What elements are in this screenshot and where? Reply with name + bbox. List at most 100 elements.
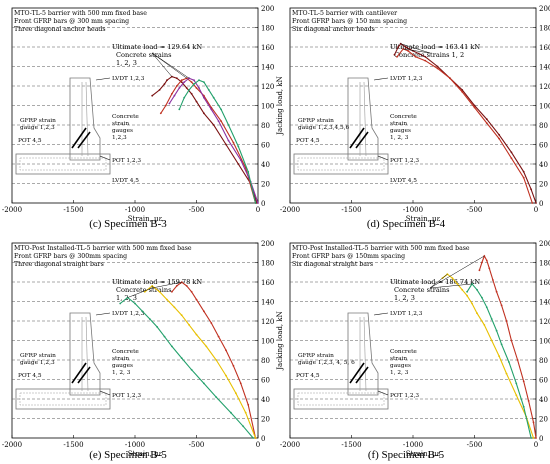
data-point (242, 425, 245, 428)
inset-label: LVDT 1,2,3 (112, 311, 145, 317)
data-point (461, 91, 464, 93)
y-tick-label: 100 (261, 338, 274, 346)
data-point (516, 359, 519, 361)
data-point (473, 106, 476, 109)
barrier-outline (69, 77, 101, 161)
data-point (185, 285, 188, 287)
y-tick-label: 120 (261, 318, 274, 326)
specimen-note: Six diagonal anchor heads (292, 26, 375, 33)
data-point (215, 359, 218, 361)
data-point (481, 261, 483, 264)
y-tick-label: 160 (261, 279, 274, 287)
inset-label: LVDT 4,5 (390, 178, 417, 184)
specimen-note: MTO-Post Installed-TL-5 barrier with 500… (14, 245, 192, 252)
y-tick-label: 160 (539, 279, 550, 287)
x-tick-label: -2000 (280, 206, 300, 214)
diagonal-anchor (349, 127, 365, 149)
slab-rebar (19, 392, 107, 406)
data-point (193, 83, 195, 85)
diagonal-anchor (355, 131, 369, 149)
data-point (471, 302, 473, 305)
data-point (498, 137, 500, 140)
annotation-leader (151, 52, 190, 79)
data-point (203, 96, 205, 99)
x-axis-label: Strain, με (406, 450, 441, 458)
panel-caption: (e) Specimen B-5 (89, 449, 167, 461)
y-axis-label: Jacking load, kN (276, 76, 284, 136)
data-point (498, 133, 500, 136)
inset-label: POT 1,2,3 (112, 393, 141, 399)
y-tick-label: 20 (539, 181, 548, 189)
data-point (198, 79, 200, 82)
data-point (203, 382, 205, 385)
data-point (490, 339, 493, 342)
data-point (193, 79, 195, 82)
data-point (158, 89, 161, 91)
data-point (535, 437, 537, 439)
diagonal-anchor (355, 366, 369, 384)
data-point (500, 304, 503, 307)
concrete-strain-annotation: 1, 2, 3 (116, 59, 137, 67)
panel-caption: (c) Specimen B-3 (89, 218, 167, 230)
annotation-leader (127, 287, 153, 298)
data-point (185, 87, 188, 89)
data-point (492, 279, 494, 281)
inset-label: Concrete (112, 114, 139, 120)
inset-label: 1, 2, 3 (390, 370, 409, 376)
data-point (476, 312, 478, 315)
data-point (505, 372, 508, 375)
y-tick-label: 140 (261, 64, 274, 72)
annotation-leader (400, 43, 431, 54)
data-point (217, 335, 220, 338)
annotation-leader (429, 274, 448, 289)
chart-panel-f: 0 20 40 60 80 100 120 140 160 180 200 -2000 -1500 -10… (280, 240, 550, 461)
data-point (159, 112, 162, 115)
lvdt-arrow (373, 312, 389, 316)
chart-panel-d: 0 20 40 60 80 100 120 140 160 180 200 -2000 -1500 -10… (280, 5, 550, 230)
inset-label: gauge 1,2,3 (20, 125, 55, 131)
x-tick-label: -2000 (2, 441, 22, 449)
data-point (212, 124, 215, 126)
barrier-rebar (85, 81, 89, 157)
data-point (414, 55, 417, 58)
lvdt-arrow (95, 77, 111, 81)
series-line-2 (396, 48, 533, 204)
data-point (183, 81, 186, 83)
data-point (203, 310, 205, 313)
x-tick-label: -1500 (341, 441, 361, 449)
x-axis-label: Strain, με (128, 450, 163, 458)
data-point (522, 405, 525, 408)
inset-label: GFRP strain (298, 353, 334, 359)
y-tick-label: 160 (261, 44, 274, 52)
x-tick-label: -1500 (63, 206, 83, 214)
pot-arrow (377, 155, 389, 161)
y-tick-label: 120 (539, 318, 550, 326)
data-point (522, 170, 525, 173)
data-point (461, 288, 464, 291)
specimen-note: MTO-TL-5 barrier with cantilever (292, 10, 397, 17)
y-tick-label: 20 (261, 181, 270, 189)
diagonal-anchor (71, 127, 87, 149)
data-point (190, 368, 193, 371)
specimen-note: MTO-Post Installed-TL-5 barrier with 500… (292, 245, 470, 252)
data-point (158, 290, 161, 293)
data-point (473, 104, 476, 107)
data-point (522, 176, 525, 179)
data-point (180, 314, 183, 317)
y-tick-label: 100 (261, 103, 274, 111)
y-tick-label: 20 (261, 416, 270, 424)
annotation-leader (151, 52, 173, 77)
inset-label: gauge 1,2,3, 4, 5, 6 (298, 360, 355, 366)
data-point (195, 87, 198, 89)
inset-label: Concrete (112, 349, 139, 355)
data-point (190, 290, 193, 293)
data-point (166, 298, 168, 301)
data-point (235, 392, 237, 395)
data-point (535, 202, 537, 204)
deck-slab-outline (293, 388, 389, 410)
annotation-leader (429, 283, 473, 289)
data-point (203, 81, 205, 83)
data-point (175, 77, 178, 80)
x-tick-label: -500 (467, 206, 483, 214)
series-line-1 (151, 75, 258, 204)
